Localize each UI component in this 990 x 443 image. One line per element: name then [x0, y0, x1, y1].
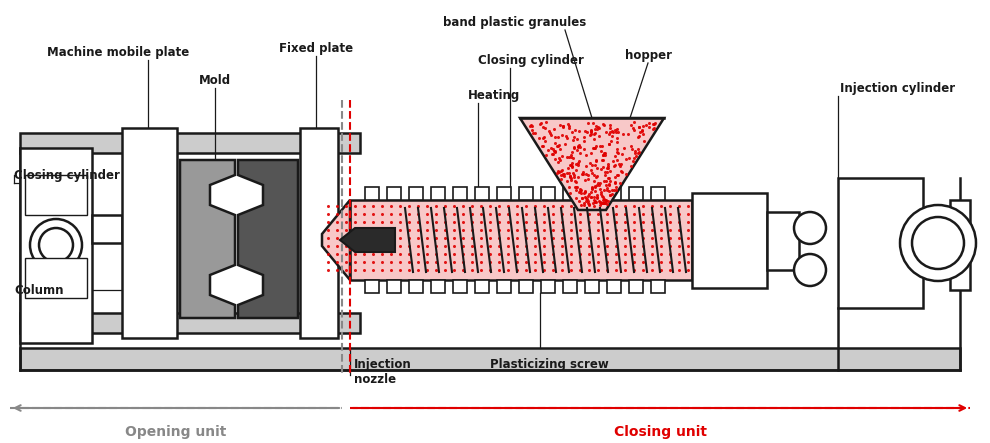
Bar [25, 258, 87, 298]
Bar [387, 187, 401, 200]
Bar [92, 215, 122, 243]
Bar [585, 280, 599, 293]
Bar [409, 187, 423, 200]
Bar [607, 280, 621, 293]
Bar [475, 280, 489, 293]
Text: band plastic granules: band plastic granules [444, 16, 587, 28]
Bar [563, 187, 577, 200]
Bar [607, 187, 621, 200]
Bar [651, 280, 665, 293]
Bar [519, 280, 533, 293]
Bar [950, 200, 970, 290]
Text: Closing cylinder: Closing cylinder [14, 168, 120, 182]
Text: Closing cylinder: Closing cylinder [478, 54, 584, 66]
Polygon shape [322, 200, 350, 280]
Circle shape [900, 205, 976, 281]
Text: Closing unit: Closing unit [614, 425, 707, 439]
Bar [475, 187, 489, 200]
Circle shape [794, 254, 826, 286]
Polygon shape [340, 228, 395, 252]
Circle shape [794, 212, 826, 244]
Bar [409, 280, 423, 293]
Bar [431, 187, 445, 200]
Bar [629, 187, 643, 200]
Bar [497, 187, 511, 200]
Bar [20, 348, 960, 370]
Bar [585, 187, 599, 200]
Bar [20, 133, 360, 153]
Bar [122, 128, 177, 338]
Polygon shape [520, 118, 664, 210]
Text: Machine mobile plate: Machine mobile plate [47, 46, 189, 58]
Polygon shape [238, 160, 298, 318]
Text: Mold: Mold [199, 74, 231, 86]
Circle shape [39, 228, 73, 262]
Bar [365, 280, 379, 293]
Text: hopper: hopper [625, 48, 671, 62]
Bar [365, 187, 379, 200]
Bar [300, 128, 338, 338]
Text: Injection
nozzle: Injection nozzle [354, 358, 412, 386]
Bar [25, 175, 87, 215]
Bar [767, 212, 799, 270]
Bar [541, 280, 555, 293]
Text: Injection cylinder: Injection cylinder [840, 82, 955, 94]
Bar [651, 187, 665, 200]
Polygon shape [180, 160, 235, 318]
Circle shape [30, 219, 82, 271]
Text: Column: Column [14, 284, 63, 296]
Bar [387, 280, 401, 293]
Text: Fixed plate: Fixed plate [279, 42, 353, 54]
Bar [563, 280, 577, 293]
Bar [453, 187, 467, 200]
Bar [629, 280, 643, 293]
Bar [838, 178, 923, 308]
Circle shape [912, 217, 964, 269]
Bar [497, 280, 511, 293]
Bar [692, 193, 767, 288]
Bar [20, 148, 92, 343]
Bar [519, 187, 533, 200]
Bar [541, 187, 555, 200]
Text: Plasticizing screw: Plasticizing screw [490, 358, 609, 371]
Bar [20, 313, 360, 333]
Bar [453, 280, 467, 293]
Bar [431, 280, 445, 293]
Bar [350, 200, 692, 280]
Text: Heating: Heating [468, 89, 521, 101]
Text: Opening unit: Opening unit [126, 425, 227, 439]
